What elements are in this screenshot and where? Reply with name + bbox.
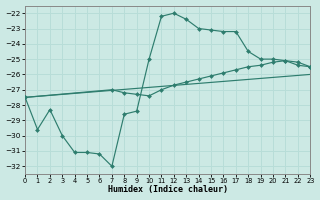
X-axis label: Humidex (Indice chaleur): Humidex (Indice chaleur) [108, 185, 228, 194]
